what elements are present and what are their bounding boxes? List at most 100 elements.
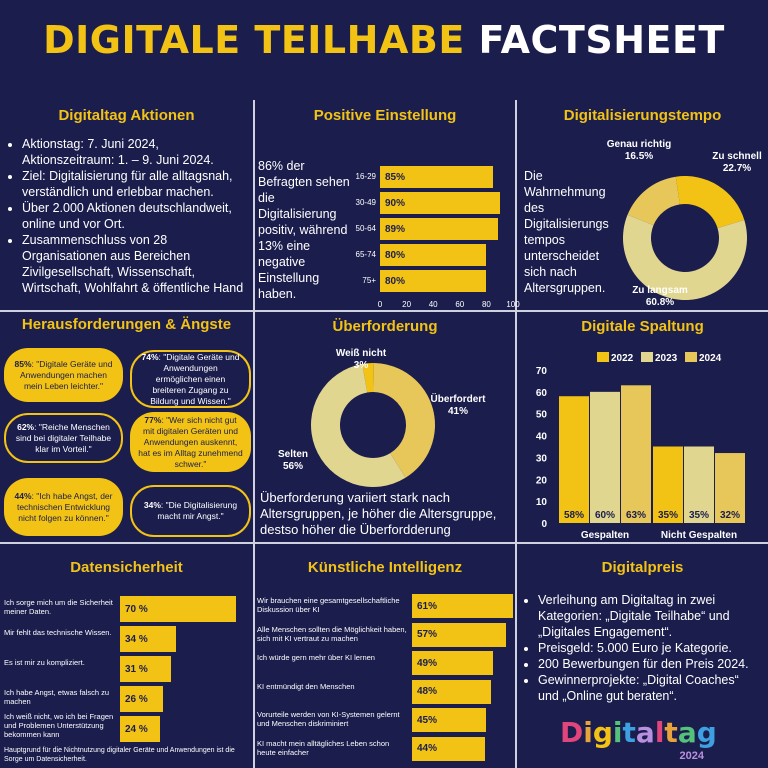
list-item: Preisgeld: 5.000 Euro je Kategorie. <box>538 640 762 656</box>
slice-label: Genau richtig <box>607 139 671 150</box>
tempo-text: Die Wahrnehmung des Digitalisierungs tem… <box>524 169 609 295</box>
bar: 34 % <box>120 626 177 652</box>
axis-tick-label: 20 <box>536 475 548 486</box>
einstellung-chart: 16-29 85% 30-49 90% 50-64 89% 65-74 80% 75+ 80% 0 2… <box>350 160 520 310</box>
bar: 80% <box>380 244 487 266</box>
page-title: DIGITALE TEILHABE FACTSHEET <box>0 18 768 62</box>
quote-bubble: 77%: "Wer sich nicht gut mit digitalen G… <box>130 412 251 472</box>
slice-value-label: 3% <box>354 360 369 371</box>
legend-swatch <box>641 352 653 362</box>
donut-slice <box>675 176 745 229</box>
quote-percent: 77% <box>144 414 162 425</box>
einstellung-text: 86% der Befragten sehen die Digitalisier… <box>258 159 350 301</box>
logo-letter: a <box>677 716 697 749</box>
slice-label: Selten <box>278 449 308 460</box>
bar: 57% <box>412 622 507 647</box>
panel-title-ki: Künstliche Intelligenz <box>307 559 463 576</box>
bar: 70 % <box>120 596 236 622</box>
bar-category-label: Ich sorge mich um die Sicherheit meiner … <box>4 598 113 616</box>
category-label: Nicht Gespalten <box>661 530 737 540</box>
bar: 85% <box>380 166 494 188</box>
bar: 44% <box>412 736 485 761</box>
slice-value-label: 56% <box>283 461 303 472</box>
bar-category-label: KI macht mein alltägliches Leben schon h… <box>257 738 390 757</box>
axis-tick-label: 60 <box>536 388 548 399</box>
quote-bubble: 44%: "Ich habe Angst, der technischen En… <box>4 478 123 536</box>
bar-value-label: 58% <box>564 510 584 521</box>
logo-letter: i <box>583 716 593 749</box>
legend-swatch <box>685 352 697 362</box>
bar-category-label: 65-74 <box>355 250 376 259</box>
logo-year: 2024 <box>679 750 704 762</box>
logo-letter: a <box>635 716 655 749</box>
logo-letter: i <box>612 716 623 749</box>
quote-text: 77%: "Wer sich nicht gut mit digitalen G… <box>138 414 243 469</box>
list-item: Ziel: Digitalisierung für alle alltagsna… <box>22 168 250 200</box>
slice-value-label: 16.5% <box>625 151 653 162</box>
quote-percent: 34% <box>143 500 161 510</box>
slice-value-label: 60.8% <box>646 297 674 308</box>
logo-letter: g <box>696 716 717 749</box>
title-part2: FACTSHEET <box>478 18 725 62</box>
quote-bubble: 74%: "Digitale Geräte und Anwendungen er… <box>130 350 251 408</box>
list-item: Über 2.000 Aktionen deutschlandweit, onl… <box>22 200 250 232</box>
list-item: 200 Bewerbungen für den Preis 2024. <box>538 656 762 672</box>
axis-tick-label: 0 <box>377 300 383 309</box>
axis-tick-label: 80 <box>481 300 491 309</box>
legend-label: 2023 <box>655 353 678 364</box>
panel-title-ueberforderung: Überforderung <box>332 318 438 335</box>
list-item: Verleihung am Digitaltag in zwei Kategor… <box>538 592 762 640</box>
panel-title-digitalpreis: Digitalpreis <box>601 559 684 576</box>
bar: 48% <box>412 679 492 704</box>
panel-title-datensicherheit: Datensicherheit <box>70 559 183 576</box>
list-item: Gewinnerprojekte: „Digital Coaches“ und … <box>538 672 762 704</box>
divider <box>253 100 255 768</box>
digitalpreis-list: Verleihung am Digitaltag in zwei Kategor… <box>522 592 762 704</box>
bar-value-label: 60% <box>595 510 615 521</box>
quote-text: 85%: "Digitale Geräte und Anwendungen ma… <box>14 358 113 391</box>
bar: 89% <box>380 218 499 240</box>
panel-title-aktionen: Digitaltag Aktionen <box>58 107 195 124</box>
panel-title-einstellung: Positive Einstellung <box>313 107 457 124</box>
axis-tick-label: 50 <box>536 410 548 421</box>
quote-text: 74%: "Digitale Geräte und Anwendungen er… <box>141 351 240 406</box>
quote-text: 62%: "Reiche Menschen sind bei digitaler… <box>15 421 112 454</box>
quote-text: 44%: "Ich habe Angst, der technischen En… <box>14 490 113 523</box>
quote-percent: 44% <box>14 490 32 501</box>
bar-category-label: KI entmündigt den Menschen <box>257 681 355 691</box>
list-item: Aktionstag: 7. Juni 2024, Aktionszeitrau… <box>22 136 250 168</box>
slice-label: Zu schnell <box>712 151 762 162</box>
axis-tick-label: 40 <box>536 432 548 443</box>
bar: 26 % <box>120 686 163 712</box>
bar <box>684 446 714 523</box>
logo-letter: t <box>622 716 636 749</box>
slice-value-label: 41% <box>448 406 468 417</box>
panel-title-tempo: Digitalisierungstempo <box>563 107 722 124</box>
bar: 80% <box>380 270 487 292</box>
logo-letter: g <box>592 716 613 749</box>
bar-category-label: Mir fehlt das technische Wissen. <box>4 628 112 637</box>
bar: 90% <box>380 192 500 214</box>
quote-text: 34%: "Die Digitalisierung macht mir Angs… <box>143 500 238 521</box>
panel-title-herausforderungen: Herausforderungen & Ängste <box>21 316 232 333</box>
donut-slice <box>373 363 435 478</box>
legend-label: 2024 <box>699 353 722 364</box>
bar: 31 % <box>120 656 172 682</box>
quote-percent: 85% <box>14 358 32 369</box>
datensicherheit-footnote: Hauptgrund für die Nichtnutzung digitale… <box>4 747 235 763</box>
axis-tick-label: 20 <box>402 300 412 309</box>
bar-value-label: 35% <box>658 510 678 521</box>
divider <box>515 100 517 768</box>
logo-letter: l <box>654 716 665 749</box>
bar-category-label: Ich würde gern mehr über KI lernen <box>257 653 375 662</box>
bar: 61% <box>412 594 513 618</box>
logo-letter: t <box>664 716 678 749</box>
bar: 49% <box>412 651 493 675</box>
title-part1: DIGITALE TEILHABE <box>43 18 465 62</box>
quote-bubble: 34%: "Die Digitalisierung macht mir Angs… <box>130 485 251 537</box>
aktionen-list: Aktionstag: 7. Juni 2024, Aktionszeitrau… <box>6 136 250 296</box>
bar <box>590 391 620 523</box>
bar: 45% <box>412 708 487 732</box>
